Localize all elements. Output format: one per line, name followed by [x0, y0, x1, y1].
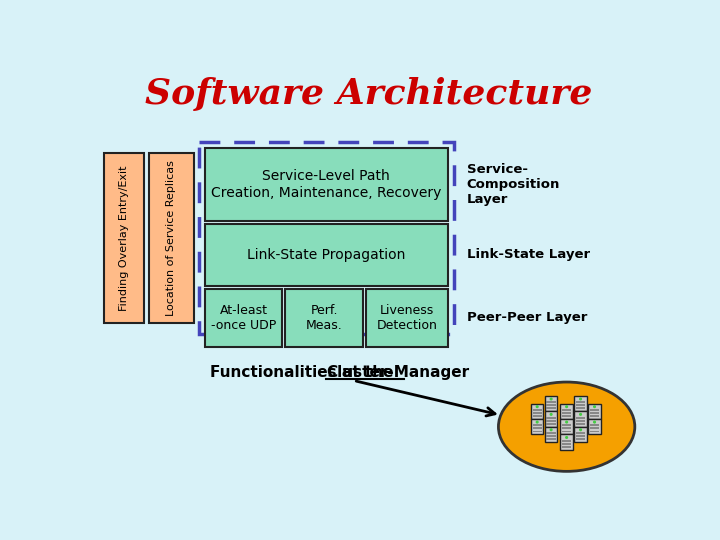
Circle shape: [565, 421, 568, 423]
Bar: [545, 396, 557, 411]
Bar: [560, 419, 573, 434]
Bar: [533, 430, 542, 433]
Bar: [590, 412, 599, 414]
Bar: [590, 430, 599, 433]
Bar: [576, 423, 585, 425]
Bar: [562, 440, 571, 442]
Bar: [576, 417, 585, 418]
Text: Perf.
Meas.: Perf. Meas.: [306, 303, 343, 332]
Bar: [204, 224, 448, 286]
Bar: [366, 289, 448, 347]
Text: Service-Level Path
Creation, Maintenance, Recovery: Service-Level Path Creation, Maintenance…: [211, 170, 441, 200]
Bar: [562, 446, 571, 448]
Circle shape: [536, 405, 539, 408]
Bar: [560, 434, 573, 450]
Circle shape: [549, 413, 553, 416]
Bar: [546, 417, 556, 418]
Text: Link-State Propagation: Link-State Propagation: [247, 248, 405, 262]
Bar: [575, 411, 587, 427]
Bar: [576, 408, 585, 409]
Circle shape: [549, 428, 553, 431]
Circle shape: [579, 428, 582, 431]
Bar: [285, 289, 363, 347]
Text: Functionalities at the: Functionalities at the: [210, 365, 399, 380]
Bar: [545, 427, 557, 442]
Bar: [576, 420, 585, 422]
Bar: [590, 424, 599, 426]
Text: Cluster-Manager: Cluster-Manager: [326, 365, 469, 380]
Bar: [545, 411, 557, 427]
Ellipse shape: [498, 382, 635, 471]
Text: Liveness
Detection: Liveness Detection: [377, 303, 438, 332]
Bar: [588, 419, 600, 434]
Bar: [531, 419, 544, 434]
Circle shape: [565, 405, 568, 408]
Bar: [560, 403, 573, 419]
Bar: [562, 430, 571, 433]
Bar: [576, 404, 585, 406]
Bar: [533, 412, 542, 414]
Text: Software Architecture: Software Architecture: [145, 77, 593, 111]
Bar: [562, 415, 571, 417]
Circle shape: [593, 421, 596, 423]
Bar: [546, 423, 556, 425]
Text: Link-State Layer: Link-State Layer: [467, 248, 590, 261]
Bar: [576, 435, 585, 437]
Text: Service-
Composition
Layer: Service- Composition Layer: [467, 163, 560, 206]
Bar: [576, 401, 585, 403]
Text: At-least
-once UDP: At-least -once UDP: [211, 303, 276, 332]
Bar: [588, 403, 600, 419]
Bar: [533, 428, 542, 429]
Bar: [590, 428, 599, 429]
Text: Finding Overlay Entry/Exit: Finding Overlay Entry/Exit: [119, 165, 129, 311]
Circle shape: [593, 405, 596, 408]
Circle shape: [565, 436, 568, 439]
Bar: [546, 404, 556, 406]
Bar: [562, 424, 571, 426]
Bar: [590, 415, 599, 417]
Bar: [149, 153, 194, 323]
Bar: [576, 432, 585, 434]
Bar: [546, 432, 556, 434]
Bar: [546, 408, 556, 409]
Bar: [546, 420, 556, 422]
Bar: [199, 142, 454, 334]
Bar: [533, 415, 542, 417]
Bar: [104, 153, 144, 323]
Bar: [562, 428, 571, 429]
Bar: [590, 409, 599, 411]
Bar: [562, 443, 571, 445]
Bar: [546, 438, 556, 440]
Bar: [546, 435, 556, 437]
Bar: [546, 401, 556, 403]
Text: Location of Service Replicas: Location of Service Replicas: [166, 160, 176, 316]
Bar: [533, 409, 542, 411]
Circle shape: [549, 397, 553, 401]
Circle shape: [536, 421, 539, 423]
Circle shape: [579, 413, 582, 416]
Text: Peer-Peer Layer: Peer-Peer Layer: [467, 311, 587, 324]
Bar: [562, 409, 571, 411]
Bar: [575, 396, 587, 411]
Bar: [562, 412, 571, 414]
Bar: [533, 424, 542, 426]
Bar: [204, 148, 448, 221]
Bar: [531, 403, 544, 419]
Bar: [576, 438, 585, 440]
Circle shape: [579, 397, 582, 401]
Bar: [575, 427, 587, 442]
Bar: [204, 289, 282, 347]
